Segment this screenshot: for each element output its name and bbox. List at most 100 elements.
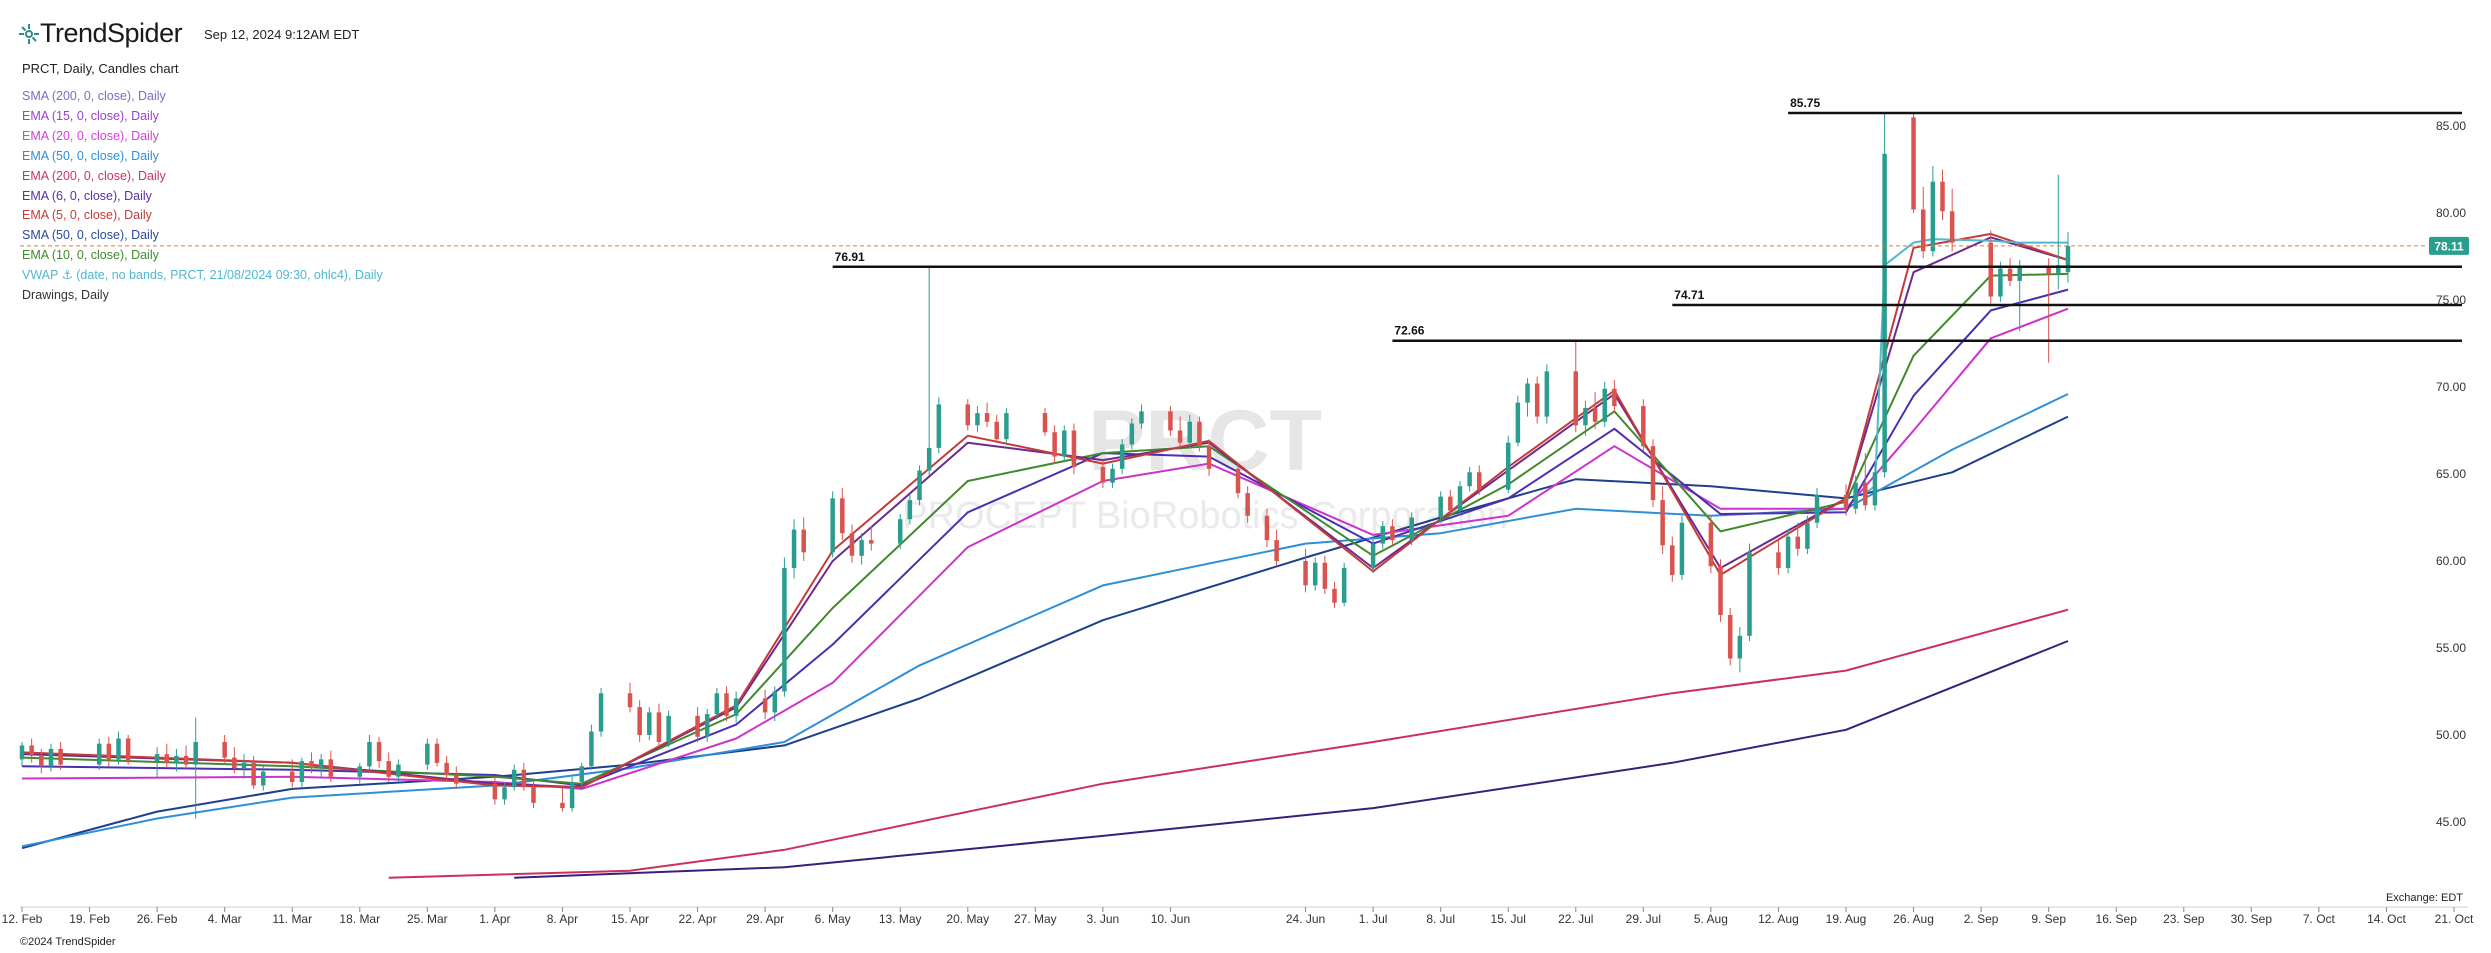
legend-item[interactable]: EMA (15, 0, close), Daily	[22, 108, 159, 123]
candle-body	[511, 769, 517, 788]
candle-body	[1100, 467, 1106, 483]
trendspider-logo: TrendSpider	[18, 18, 183, 49]
candle-body	[840, 498, 845, 534]
candle-body	[434, 743, 440, 763]
x-tick-label: 4. Mar	[208, 912, 242, 926]
legend-item[interactable]: Drawings, Daily	[22, 288, 109, 303]
legend-item[interactable]: EMA (6, 0, close), Daily	[22, 188, 152, 203]
candle-body	[965, 404, 971, 426]
candle-body	[328, 759, 334, 777]
series-line-4	[21, 307, 2069, 790]
candle-body	[1814, 494, 1820, 523]
x-tick-label: 20. May	[946, 912, 989, 926]
current-price-label: 78.11	[2434, 239, 2464, 253]
y-tick-label: 45.00	[2436, 815, 2466, 829]
candle-body	[1197, 421, 1202, 447]
x-tick-label: 23. Sep	[2163, 912, 2205, 926]
legend-item[interactable]: EMA (5, 0, close), Daily	[22, 208, 152, 223]
series-line-0	[514, 640, 2069, 879]
candle-body	[1274, 540, 1279, 561]
legend-item[interactable]: EMA (10, 0, close), Daily	[22, 248, 159, 263]
copyright-text: ©2024 TrendSpider	[20, 936, 116, 948]
candle-body	[96, 743, 102, 765]
candle-body	[1206, 446, 1212, 469]
candle-body	[1911, 117, 1916, 210]
candle-body	[1612, 388, 1617, 407]
candle-body	[1004, 413, 1009, 440]
candle-body	[1573, 371, 1579, 426]
exchange-label: Exchange: EDT	[2385, 892, 2463, 904]
candle-body	[1071, 430, 1077, 468]
candle-body	[936, 404, 942, 448]
legend-item[interactable]: SMA (200, 0, close), Daily	[22, 89, 166, 103]
candle-body	[1187, 421, 1192, 443]
candle-body	[714, 693, 720, 715]
candle-body	[1235, 468, 1241, 494]
candle-body	[444, 762, 449, 776]
legend-item[interactable]: VWAP ⚓ (date, no bands, PRCT, 21/08/2024…	[22, 268, 383, 283]
candle-body	[19, 745, 25, 760]
candle-body	[791, 529, 797, 568]
level-label: 74.71	[1674, 288, 1704, 302]
legend-item[interactable]: EMA (200, 0, close), Daily	[22, 168, 166, 183]
candle-body	[1949, 211, 1955, 243]
candle-body	[704, 714, 710, 737]
candle-body	[1168, 411, 1173, 431]
candle-body	[656, 712, 662, 742]
candle-body	[502, 787, 507, 800]
candle-body	[1805, 522, 1810, 549]
candle-body	[1863, 482, 1868, 506]
candle-body	[222, 741, 227, 758]
candle-body	[1785, 536, 1791, 568]
candle-body	[926, 447, 932, 471]
x-tick-label: 10. Jun	[1151, 912, 1190, 926]
candle-body	[261, 771, 266, 786]
candle-body	[376, 741, 382, 762]
candle-body	[1110, 468, 1115, 483]
candle-body	[733, 698, 739, 716]
candle-body	[1448, 496, 1453, 511]
candle-body	[1264, 515, 1270, 541]
candle-body	[396, 764, 401, 777]
x-tick-label: 24. Jun	[1286, 912, 1325, 926]
chart-timestamp: Sep 12, 2024 9:12AM EDT	[204, 27, 360, 42]
candle-body	[1312, 562, 1318, 586]
candle-body	[762, 698, 768, 713]
candle-body	[425, 743, 430, 765]
candle-body	[309, 761, 314, 769]
y-tick-label: 65.00	[2436, 467, 2466, 481]
candle-body	[232, 757, 237, 769]
series-line-2	[21, 415, 2069, 850]
candle-body	[1380, 526, 1386, 544]
legend-item[interactable]: SMA (50, 0, close), Daily	[22, 228, 159, 243]
candle-body	[39, 755, 44, 767]
series-line-3	[21, 393, 2069, 848]
candle-body	[1940, 181, 1945, 212]
candle-body	[1245, 493, 1250, 516]
x-tick-label: 26. Aug	[1893, 912, 1934, 926]
candle-body	[1853, 482, 1858, 509]
candle-body	[589, 731, 594, 767]
level-label: 85.75	[1790, 96, 1820, 110]
x-tick-label: 1. Apr	[479, 912, 510, 926]
candle-body	[492, 783, 498, 800]
candle-body	[859, 540, 864, 556]
candle-body	[357, 766, 363, 777]
candle-body	[801, 529, 806, 553]
candle-body	[106, 743, 112, 760]
legend-item[interactable]: EMA (50, 0, close), Daily	[22, 148, 159, 163]
x-tick-label: 9. Sep	[2031, 912, 2066, 926]
x-tick-label: 29. Jul	[1626, 912, 1661, 926]
candle-body	[1119, 444, 1125, 469]
y-tick-label: 60.00	[2436, 554, 2466, 568]
x-tick-label: 14. Oct	[2367, 912, 2406, 926]
legend-item[interactable]: EMA (20, 0, close), Daily	[22, 128, 159, 143]
candle-body	[1505, 442, 1511, 490]
x-tick-label: 15. Apr	[611, 912, 649, 926]
candle-body	[1062, 430, 1067, 457]
candle-body	[367, 741, 372, 767]
x-tick-label: 27. May	[1014, 912, 1057, 926]
y-tick-label: 70.00	[2436, 380, 2466, 394]
candle-body	[48, 748, 54, 767]
